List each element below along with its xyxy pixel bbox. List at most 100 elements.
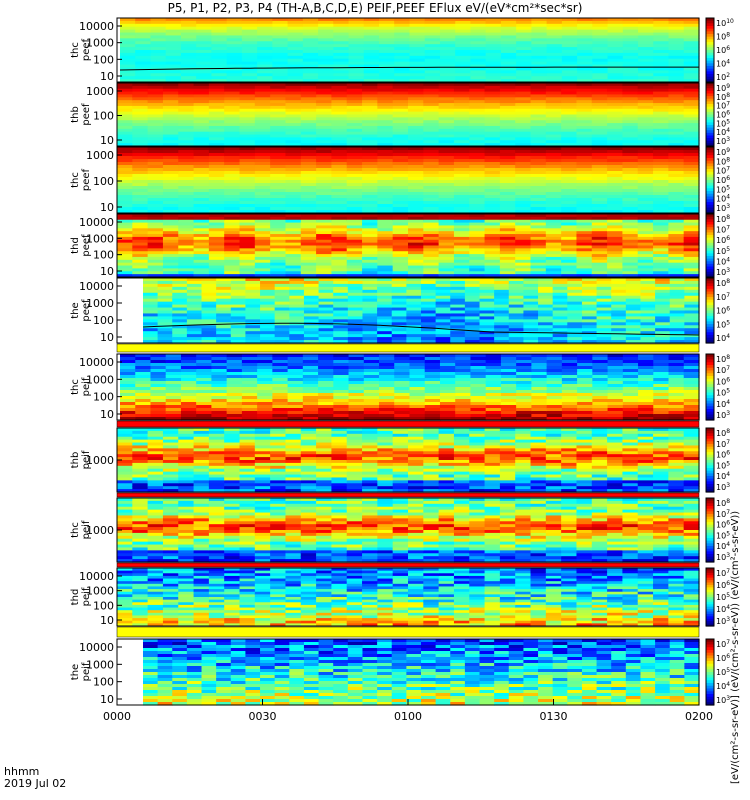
heatmap-cell — [546, 35, 563, 39]
heatmap-cell — [424, 369, 441, 373]
y-tick-label: 10 — [100, 201, 114, 214]
heatmap-cell — [538, 301, 554, 306]
colorbar-segment — [706, 127, 714, 131]
heatmap-cell — [143, 301, 159, 306]
heatmap-cell — [592, 76, 609, 80]
heatmap-cell — [684, 292, 700, 297]
heatmap-cell — [362, 271, 378, 275]
heatmap-cell — [318, 402, 334, 406]
heatmap-cell — [516, 405, 532, 409]
heatmap-cell — [178, 171, 195, 175]
heatmap-cell — [499, 271, 516, 275]
heatmap-cell — [300, 183, 317, 187]
heatmap-cell — [147, 103, 164, 107]
heatmap-cell — [285, 216, 302, 221]
heatmap-cell — [392, 239, 409, 244]
heatmap-cell — [653, 156, 669, 160]
heatmap-cell — [180, 408, 197, 412]
heatmap-cell — [637, 195, 654, 199]
colorbar-segment — [706, 318, 714, 322]
heatmap-cell — [515, 147, 532, 151]
heatmap-cell — [257, 64, 273, 69]
heatmap-cell — [394, 390, 411, 394]
heatmap-cell — [362, 125, 378, 130]
heatmap-cell — [684, 304, 700, 309]
heatmap-cell — [241, 369, 258, 373]
heatmap-cell — [607, 91, 624, 96]
heatmap-cell — [377, 177, 394, 181]
heatmap-cell — [272, 390, 289, 394]
heatmap-cell — [499, 259, 516, 264]
heatmap-cell — [545, 214, 562, 218]
heatmap-cell — [211, 387, 228, 391]
heatmap-cell — [211, 76, 228, 80]
heatmap-cell — [607, 20, 624, 25]
heatmap-cell — [392, 242, 409, 247]
heatmap-cell — [178, 137, 195, 141]
heatmap-cell — [545, 143, 562, 147]
heatmap-cell — [333, 298, 349, 303]
heatmap-cell — [576, 236, 593, 241]
heatmap-cell — [132, 219, 149, 224]
heatmap-cell — [254, 210, 271, 214]
heatmap-cell — [362, 128, 378, 133]
heatmap-cell — [150, 64, 167, 69]
heatmap-cell — [438, 88, 455, 93]
heatmap-cell — [362, 165, 378, 169]
heatmap-cell — [653, 271, 669, 275]
heatmap-cell — [640, 283, 656, 288]
heatmap-cell — [516, 79, 532, 83]
heatmap-cell — [362, 325, 378, 329]
heatmap-cell — [625, 313, 642, 317]
heatmap-cell — [333, 313, 349, 317]
heatmap-cell — [196, 375, 213, 379]
heatmap-cell — [239, 150, 256, 154]
heatmap-cell — [655, 340, 671, 344]
heatmap-cell — [591, 204, 608, 208]
heatmap-cell — [363, 50, 380, 54]
heatmap-cell — [515, 128, 532, 133]
heatmap-cell — [363, 64, 380, 69]
heatmap-cell — [300, 137, 317, 141]
heatmap-cell — [363, 366, 380, 370]
heatmap-cell — [186, 298, 203, 303]
heatmap-cell — [653, 254, 669, 258]
heatmap-cell — [561, 35, 578, 39]
heatmap-cell — [333, 408, 350, 412]
heatmap-cell — [270, 83, 287, 87]
heatmap-cell — [132, 156, 149, 160]
heatmap-cell — [180, 44, 197, 48]
heatmap-cell — [684, 310, 700, 315]
heatmap-cell — [592, 23, 609, 28]
heatmap-cell — [546, 61, 563, 66]
heatmap-cell — [653, 44, 670, 48]
heatmap-cell — [683, 79, 700, 83]
heatmap-cell — [391, 337, 407, 341]
heatmap-cell — [653, 239, 669, 244]
heatmap-cell — [226, 61, 243, 66]
heatmap-cell — [346, 271, 363, 275]
colorbar-tick-label: 105 — [716, 184, 730, 194]
heatmap-cell — [270, 150, 287, 154]
heatmap-cell — [655, 301, 671, 306]
heatmap-cell — [607, 254, 624, 258]
heatmap-cell — [546, 55, 563, 60]
heatmap-cell — [270, 274, 287, 278]
heatmap-cell — [270, 242, 287, 247]
heatmap-cell — [201, 334, 217, 338]
heatmap-cell — [348, 58, 365, 63]
heatmap-cell — [193, 192, 210, 196]
heatmap-cell — [607, 189, 624, 193]
heatmap-cell — [523, 292, 539, 297]
heatmap-cell — [538, 295, 554, 300]
heatmap-cell — [208, 103, 225, 107]
heatmap-cell — [193, 168, 210, 172]
panel-frame — [116, 17, 700, 83]
heatmap-cell — [545, 274, 562, 278]
heatmap-cell — [362, 239, 378, 244]
heatmap-cell — [499, 195, 516, 199]
heatmap-cell — [165, 411, 182, 415]
heatmap-cell — [392, 177, 409, 181]
heatmap-cell — [239, 123, 256, 127]
heatmap-cell — [180, 369, 197, 373]
